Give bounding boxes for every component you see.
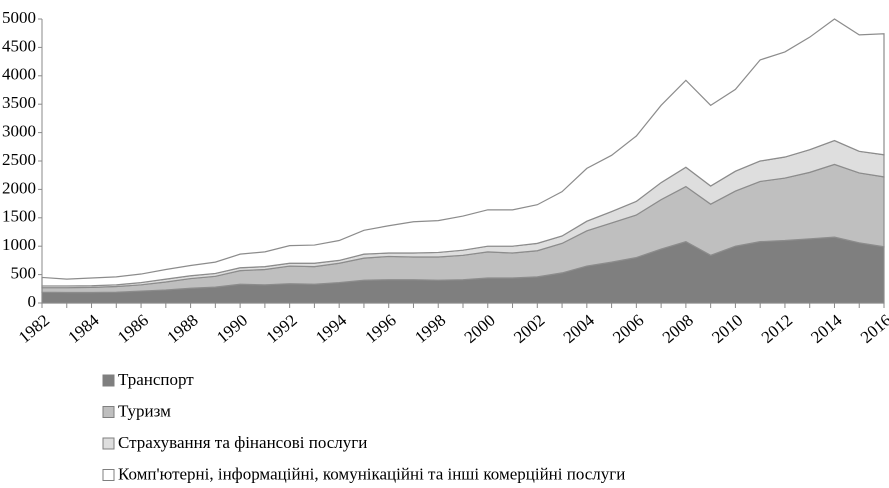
x-tick-label: 1996 — [362, 311, 400, 347]
x-tick-label: 1992 — [262, 311, 300, 347]
legend-swatch — [102, 406, 115, 418]
legend-label: Туризм — [118, 401, 171, 420]
x-tick-label: 1982 — [15, 311, 53, 347]
x-tick-label: 1990 — [213, 311, 251, 347]
x-tick-label: 2008 — [659, 311, 697, 347]
area — [41, 18, 885, 287]
legend-label: Страхування та фінансові послуги — [118, 433, 367, 452]
x-tick-label: 2002 — [510, 311, 548, 347]
x-tick-label: 2016 — [857, 311, 889, 347]
legend-label: Транспорт — [118, 370, 194, 389]
x-tick-label: 1986 — [114, 311, 152, 347]
x-tick-label: 2012 — [758, 311, 796, 347]
y-tick-label: 2000 — [2, 178, 36, 197]
legend-swatch — [102, 469, 115, 481]
y-tick-label: 4500 — [2, 36, 36, 55]
y-tick-label: 1000 — [2, 235, 36, 254]
x-tick-label: 1984 — [64, 310, 103, 347]
y-tick-label: 1500 — [2, 207, 36, 226]
x-tick-label: 2004 — [560, 310, 599, 347]
y-tick-label: 5000 — [2, 8, 36, 27]
x-tick-label: 2010 — [708, 311, 746, 347]
legend-label: Комп'ютерні, інформаційні, комунікаційні… — [118, 464, 625, 483]
y-tick-label: 4000 — [2, 65, 36, 84]
y-tick-label: 3000 — [2, 122, 36, 141]
x-tick-label: 1998 — [411, 311, 449, 347]
y-tick-label: 0 — [28, 292, 37, 311]
x-tick-label: 2006 — [609, 311, 647, 347]
x-tick-label: 2000 — [461, 311, 499, 347]
y-tick-label: 3500 — [2, 93, 36, 112]
legend-swatch — [102, 374, 115, 387]
x-tick-label: 2014 — [807, 310, 846, 347]
y-tick-label: 2500 — [2, 150, 36, 169]
x-tick-label: 1988 — [163, 311, 201, 347]
legend-swatch — [102, 437, 115, 450]
y-tick-label: 500 — [11, 264, 37, 283]
x-tick-label: 1994 — [312, 310, 351, 347]
